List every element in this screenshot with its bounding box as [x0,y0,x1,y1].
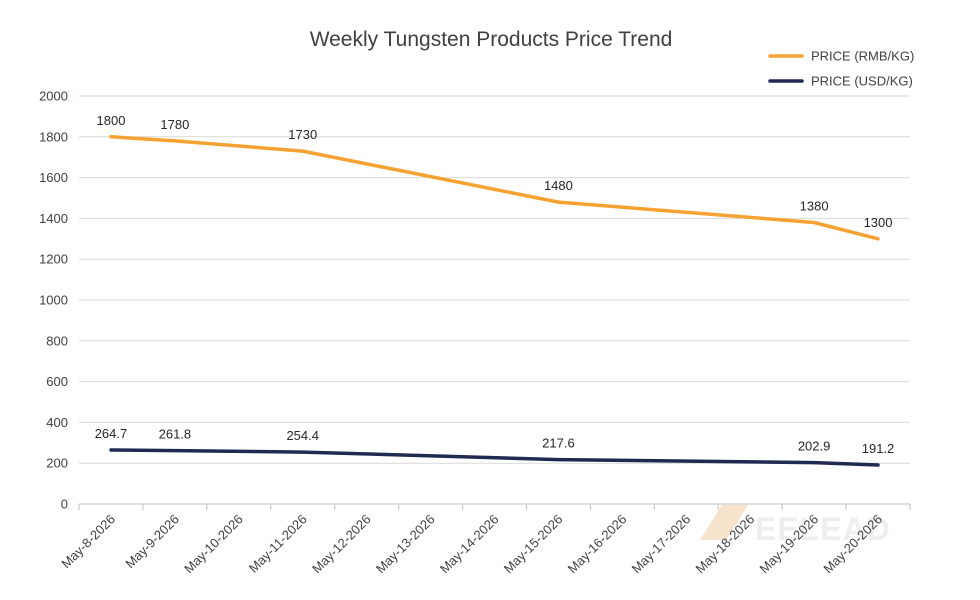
legend-label: PRICE (USD/KG) [811,74,913,89]
y-tick-label: 1200 [39,252,68,267]
x-tick-label: May-8-2026 [58,512,118,572]
x-tick-label: May-16-2026 [565,512,630,577]
x-tick-label: May-15-2026 [501,512,566,577]
data-point [876,237,880,241]
data-point [173,449,177,453]
data-point [812,461,816,465]
data-point [301,450,305,454]
y-tick-label: 800 [46,333,68,348]
data-label: 191.2 [862,441,895,456]
data-label: 261.8 [159,427,192,442]
data-label: 1800 [97,113,126,128]
y-tick-label: 2000 [39,89,68,104]
x-tick-label: May-9-2026 [122,512,182,572]
y-tick-label: 1400 [39,211,68,226]
series-line-2 [109,448,880,467]
legend-label: PRICE (RMB/KG) [811,49,914,64]
legend: PRICE (RMB/KG) PRICE (USD/KG) [768,49,914,89]
y-tick-label: 1600 [39,170,68,185]
x-tick-label: May-14-2026 [437,512,502,577]
data-label: 202.9 [798,439,831,454]
data-label: 264.7 [95,426,128,441]
data-point [556,458,560,462]
series-line-1 [109,135,880,241]
data-point [173,139,177,143]
data-label: 1780 [160,117,189,132]
x-tick-label: May-13-2026 [373,512,438,577]
y-tick-label: 0 [61,497,68,512]
data-labels: 1800 1780 1730 1480 1380 1300 264.7 261.8 254.4 2… [95,113,895,456]
y-tick-label: 200 [46,456,68,471]
data-label: 254.4 [286,428,319,443]
data-point [876,463,880,467]
watermark-text: EELEAD [755,511,891,547]
watermark-shape [700,505,748,540]
data-label: 1480 [544,178,573,193]
watermark-logo: EELEAD [700,505,891,547]
chart-title: Weekly Tungsten Products Price Trend [310,28,673,51]
x-tick-label: May-11-2026 [246,512,310,576]
gridlines [79,95,910,464]
y-axis-tick-labels: 0 200 400 600 800 1000 1200 1400 1600 1800 2000 [39,89,68,512]
data-point [812,220,816,224]
data-label: 217.6 [542,436,575,451]
data-label: 1730 [288,127,317,142]
y-tick-label: 400 [46,415,68,430]
x-tick-label: May-17-2026 [629,512,694,577]
data-label: 1300 [864,215,893,230]
series-lines [109,135,880,467]
y-tick-label: 1000 [39,293,68,308]
data-point [109,135,113,139]
y-tick-label: 1800 [39,129,68,144]
y-tick-label: 600 [46,374,68,389]
data-label: 1380 [800,198,829,213]
data-point [301,149,305,153]
x-tick-label: May-12-2026 [309,512,374,577]
x-tick-label: May-10-2026 [181,512,246,577]
x-axis [78,503,911,510]
data-point [109,448,113,452]
data-point [556,200,560,204]
